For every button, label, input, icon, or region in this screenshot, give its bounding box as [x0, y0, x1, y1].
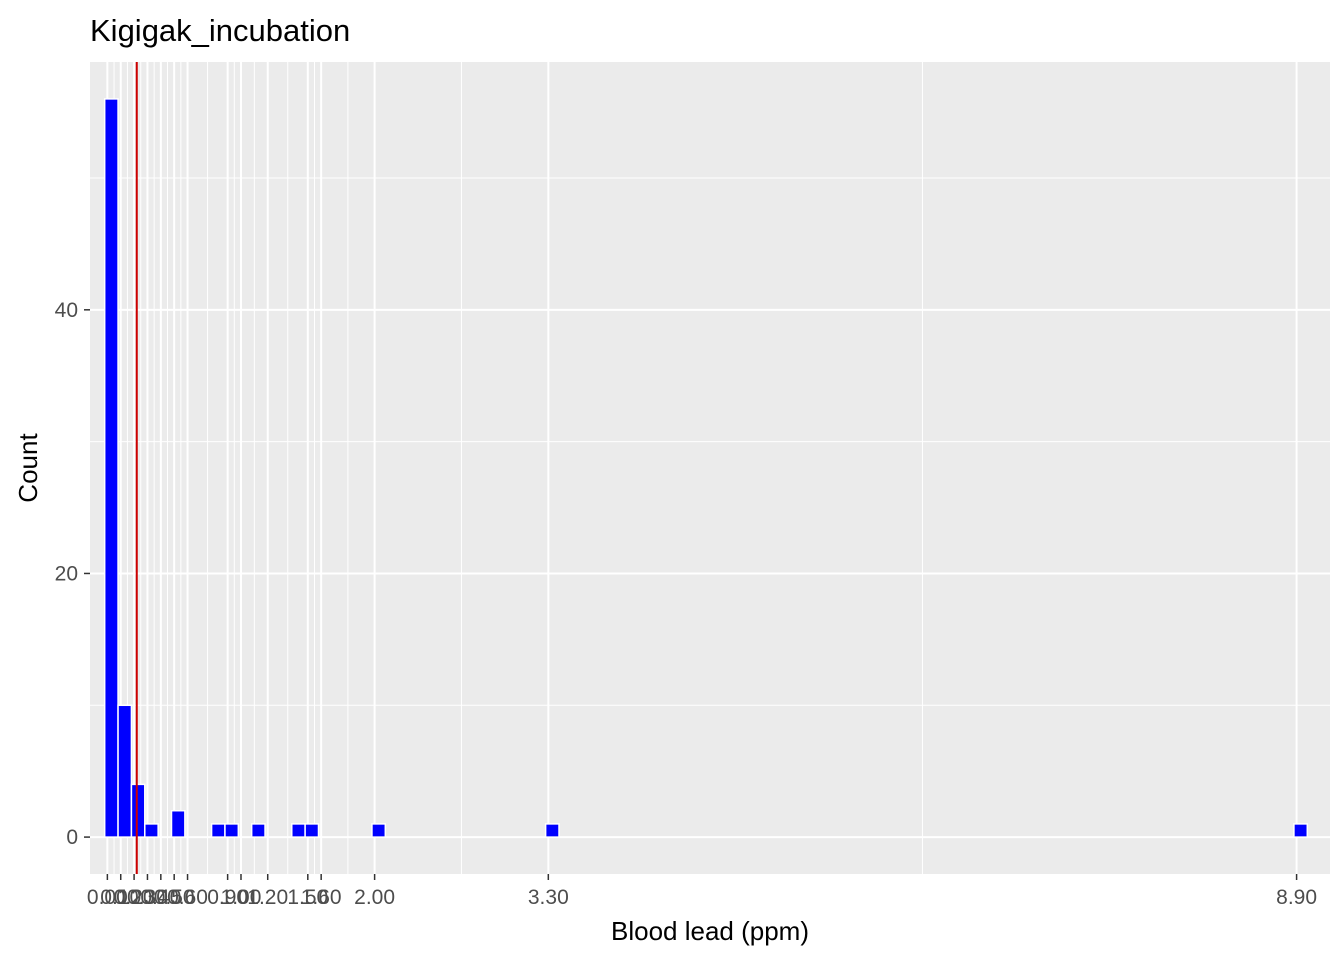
x-tick-label: 0.60: [167, 886, 208, 909]
x-tick-label: 0.40: [140, 886, 181, 909]
histogram-bar: [130, 783, 146, 838]
x-tick-label: 0.20: [114, 886, 155, 909]
histogram-bar: [210, 823, 226, 838]
x-tick-label: 1.50: [287, 886, 328, 909]
histogram-bar: [170, 809, 186, 838]
plot-panel: [90, 62, 1330, 874]
y-tick-label: 0: [66, 826, 78, 849]
y-tick-label: 20: [55, 562, 78, 585]
y-axis-title: Count: [13, 433, 43, 503]
x-tick-label: 0.10: [100, 886, 141, 909]
histogram-bar: [1293, 823, 1309, 838]
x-tick-label: 1.60: [301, 886, 342, 909]
x-tick-label: 0.30: [127, 886, 168, 909]
histogram-bar: [224, 823, 240, 838]
histogram-bar: [371, 823, 387, 838]
histogram-bar: [291, 823, 306, 838]
histogram-bar: [103, 98, 119, 838]
x-tick-label: 1.00: [221, 886, 262, 909]
x-tick-label: 0.50: [154, 886, 195, 909]
x-axis-title: Blood lead (ppm): [611, 916, 809, 946]
x-tick-label: 2.00: [354, 886, 395, 909]
x-tick-label: 0.90: [207, 886, 248, 909]
chart-title: Kigigak_incubation: [90, 13, 350, 48]
x-axis: 0.000.100.200.300.400.500.60 0.901.001.20…: [87, 874, 1317, 909]
x-tick-label: 3.30: [528, 886, 569, 909]
histogram-bar: [304, 823, 320, 838]
histogram-bar: [544, 823, 560, 838]
y-tick-label: 40: [55, 299, 78, 322]
histogram-bar: [250, 823, 266, 838]
histogram-bar: [117, 704, 133, 838]
x-tick-label: 1.20: [247, 886, 288, 909]
x-tick-label: 8.90: [1276, 886, 1317, 909]
x-tick-label: 0.00: [87, 886, 128, 909]
histogram-bar: [144, 823, 159, 838]
bars: [103, 98, 1309, 838]
y-axis: 0 20 40: [55, 299, 90, 849]
